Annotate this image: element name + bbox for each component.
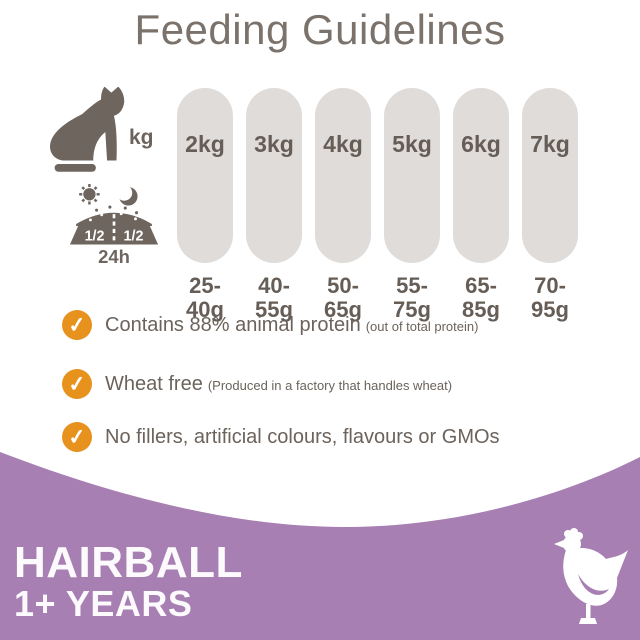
bullet-no-fillers: ✓ No fillers, artificial colours, flavou… <box>60 420 505 454</box>
bullet-wheat-free: ✓ Wheat free (Produced in a factory that … <box>60 367 453 401</box>
footer-banner-shape <box>0 452 640 640</box>
weight-column-5kg: 5kg 55- 75g <box>384 88 440 322</box>
weight-column-6kg: 6kg 65- 85g <box>453 88 509 322</box>
bullet-main-text: Contains 88% animal protein <box>105 313 361 336</box>
amount-label: 50- 65g <box>324 273 362 322</box>
weight-unit-label: kg <box>129 126 154 149</box>
portion-half-night: 1/2 <box>124 228 144 244</box>
checkmark-icon: ✓ <box>60 367 94 401</box>
weight-column-7kg: 7kg 70- 95g <box>522 88 578 322</box>
product-name: HAIRBALL <box>14 538 243 587</box>
weight-label: 3kg <box>254 131 294 157</box>
sun-icon <box>79 184 100 205</box>
weight-label: 2kg <box>185 131 225 157</box>
amount-label: 25- 40g <box>186 273 224 322</box>
amount-label: 70- 95g <box>531 273 569 322</box>
food-bowl-icon <box>69 226 159 245</box>
portion-half-day: 1/2 <box>85 228 105 244</box>
amount-label: 40- 55g <box>255 273 293 322</box>
moon-icon <box>116 184 138 206</box>
weight-column-4kg: 4kg 50- 65g <box>315 88 371 322</box>
weight-label: 7kg <box>530 131 570 157</box>
bullet-main-text: No fillers, artificial colours, flavours… <box>105 425 500 448</box>
period-label: 24h <box>98 246 130 267</box>
amount-label: 65- 85g <box>462 273 500 322</box>
cat-icon <box>50 86 125 172</box>
weight-label: 6kg <box>461 131 501 157</box>
amount-label: 55- 75g <box>393 273 431 322</box>
chicken-icon <box>554 528 628 624</box>
weight-column-2kg: 2kg 25- 40g <box>177 88 233 322</box>
page-title: Feeding Guidelines <box>134 6 506 53</box>
checkmark-icon: ✓ <box>60 308 94 342</box>
weight-label: 4kg <box>323 131 363 157</box>
weight-column-3kg: 3kg 40- 55g <box>246 88 302 322</box>
bullet-note-text: (out of total protein) <box>365 318 479 334</box>
age-range: 1+ YEARS <box>14 583 193 624</box>
weight-label: 5kg <box>392 131 432 157</box>
bullet-note-text: (Produced in a factory that handles whea… <box>207 377 453 393</box>
food-mound <box>76 205 152 227</box>
day-night-feeding-icon: 1/2 1/2 24h <box>69 184 159 267</box>
bullet-protein: ✓ Contains 88% animal protein (out of tot… <box>60 308 479 342</box>
bullet-main-text: Wheat free <box>105 372 203 395</box>
